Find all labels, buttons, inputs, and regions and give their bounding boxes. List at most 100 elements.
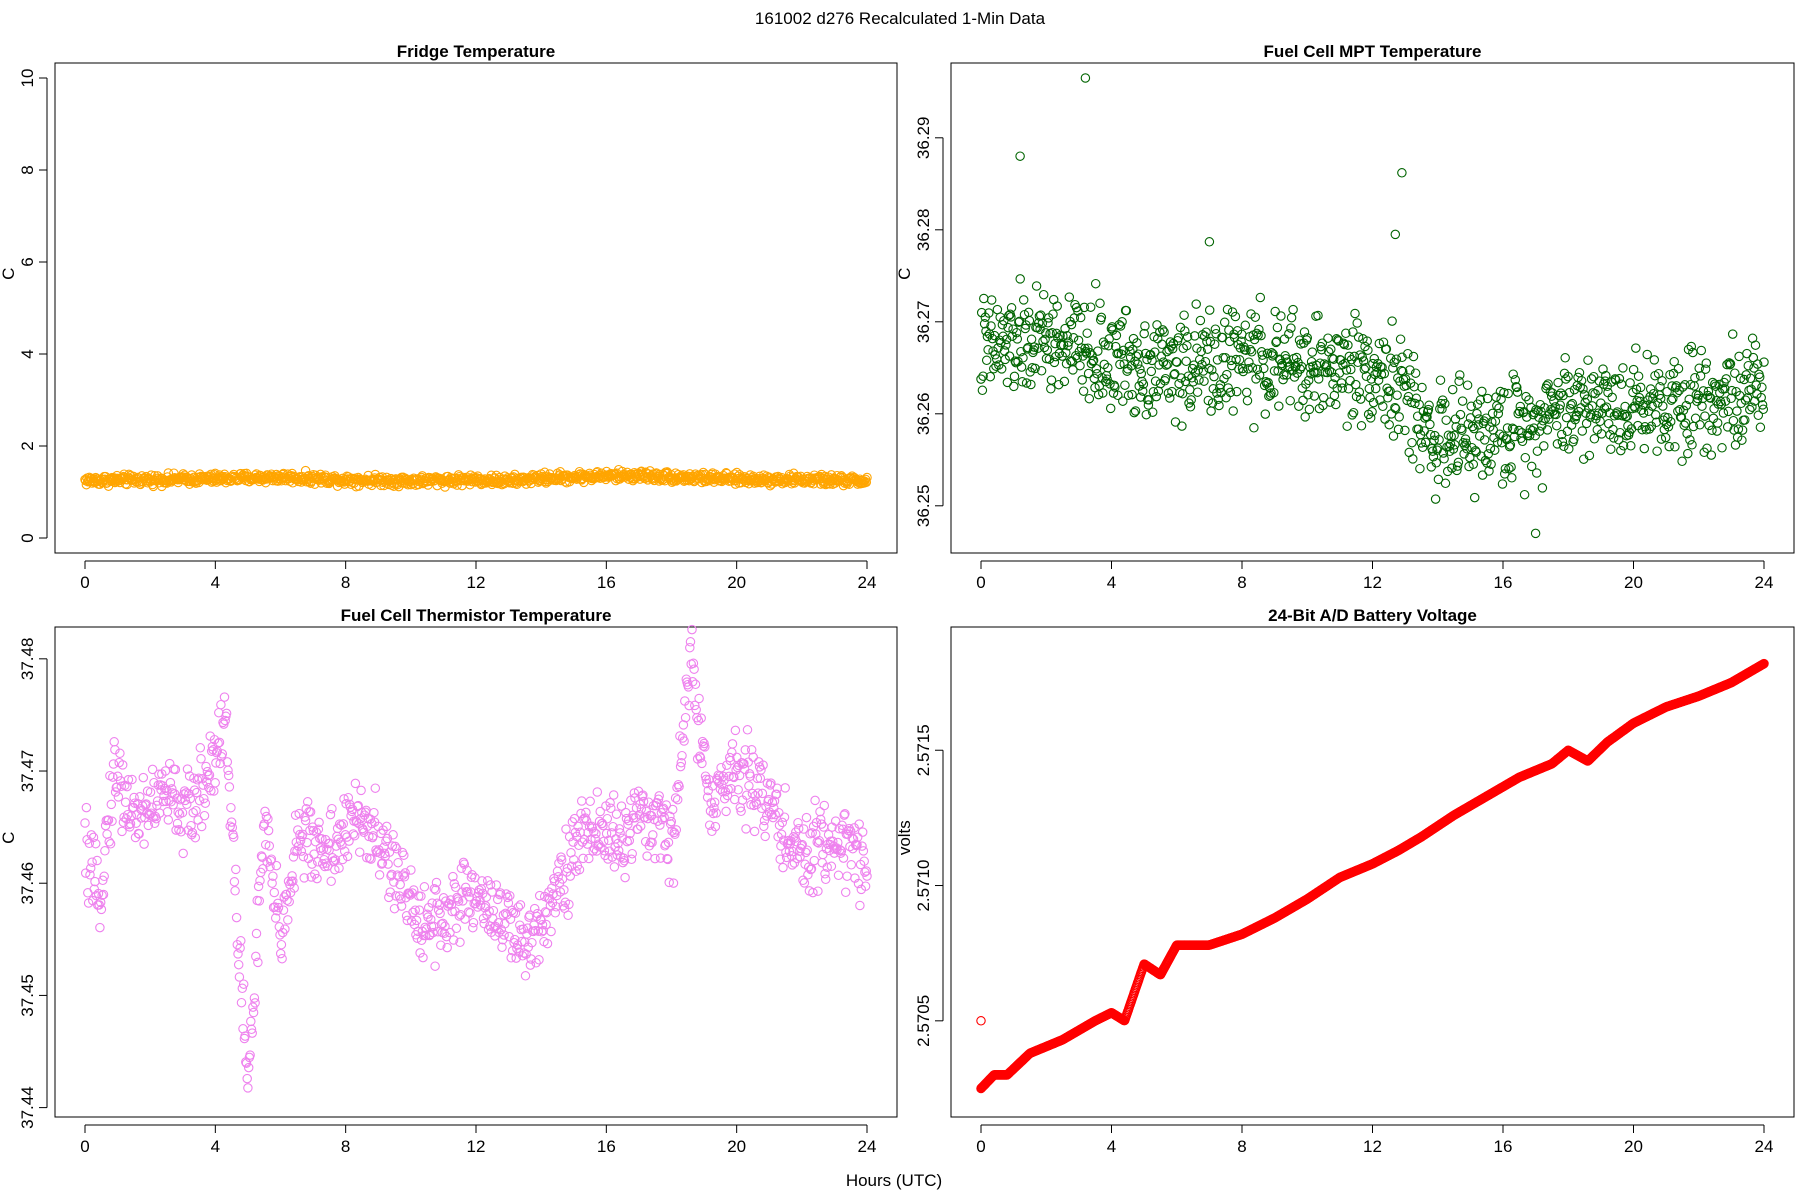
data-point <box>1137 386 1148 396</box>
data-point <box>1727 329 1738 339</box>
data-point <box>1616 445 1626 456</box>
data-point <box>1725 359 1736 369</box>
x-tick-label: 16 <box>597 573 616 592</box>
data-point <box>679 736 689 746</box>
data-point <box>436 940 446 950</box>
data-point <box>1498 431 1508 441</box>
data-point <box>1195 315 1206 326</box>
data-point <box>427 898 437 908</box>
data-point <box>1388 363 1398 373</box>
data-point <box>636 804 647 814</box>
y-tick-label: 37.45 <box>18 974 37 1017</box>
data-point <box>653 794 664 805</box>
data-point <box>1247 363 1258 373</box>
data-point <box>546 926 556 937</box>
data-point <box>1733 424 1744 434</box>
data-point <box>1737 435 1747 445</box>
data-point <box>230 886 240 896</box>
data-point <box>818 822 829 832</box>
data-point <box>243 1062 254 1073</box>
data-point <box>654 791 664 801</box>
data-point <box>660 839 671 850</box>
data-point <box>719 793 730 804</box>
data-point <box>390 841 400 852</box>
data-point <box>1517 436 1528 447</box>
data-point <box>1343 340 1353 350</box>
data-point <box>680 712 691 723</box>
data-point <box>505 914 516 924</box>
data-point <box>836 846 847 856</box>
data-point <box>592 787 603 797</box>
data-point <box>206 746 217 756</box>
data-point <box>846 860 857 870</box>
data-point <box>1542 425 1553 435</box>
data-point <box>1249 423 1259 433</box>
data-point <box>522 929 532 939</box>
y-axis-label: C <box>0 268 18 280</box>
data-point <box>759 821 769 832</box>
data-point <box>1040 334 1050 345</box>
data-point <box>1468 459 1479 470</box>
data-point <box>638 790 648 800</box>
data-point <box>859 856 869 866</box>
data-point <box>588 846 598 856</box>
x-tick-label: 16 <box>597 1137 616 1156</box>
data-point <box>1170 417 1181 427</box>
data-point <box>655 853 666 863</box>
data-point <box>1363 345 1373 355</box>
data-point <box>1271 337 1281 348</box>
data-point <box>1348 407 1359 418</box>
data-point <box>1145 350 1155 360</box>
data-point <box>92 855 102 866</box>
data-point <box>253 881 264 892</box>
data-point <box>1240 320 1251 331</box>
data-point <box>981 355 992 366</box>
data-point <box>775 854 785 865</box>
data-point <box>1613 435 1624 445</box>
data-point <box>997 319 1008 330</box>
y-tick-label: 2.5705 <box>914 995 933 1047</box>
data-point <box>120 797 131 808</box>
data-point <box>1064 292 1075 302</box>
y-tick-label: 37.48 <box>18 638 37 681</box>
data-point <box>527 937 537 948</box>
data-point <box>1148 387 1159 397</box>
data-point <box>1255 292 1266 303</box>
data-point <box>985 371 996 382</box>
data-point <box>391 891 401 901</box>
data-point <box>1656 434 1667 444</box>
data-point <box>1336 378 1347 388</box>
data-point <box>1554 390 1564 401</box>
data-point <box>98 875 108 886</box>
data-point <box>352 817 362 827</box>
data-point <box>266 854 277 864</box>
data-point <box>1059 376 1070 387</box>
data-point <box>225 821 235 831</box>
data-point <box>1113 390 1123 401</box>
data-point <box>268 871 278 881</box>
data-point <box>801 847 811 858</box>
data-point <box>326 876 336 887</box>
data-point <box>999 315 1009 326</box>
data-point <box>1232 386 1242 397</box>
data-point <box>1507 473 1517 483</box>
data-point <box>1338 338 1349 349</box>
data-point <box>1003 322 1013 333</box>
data-point <box>231 864 241 875</box>
data-point <box>531 958 541 968</box>
data-point <box>1616 379 1627 390</box>
data-point <box>1740 415 1750 425</box>
data-point <box>231 912 242 923</box>
data-point <box>1603 418 1614 429</box>
data-point <box>1373 375 1384 385</box>
data-point <box>467 870 477 880</box>
data-point <box>1173 333 1184 343</box>
data-point <box>250 998 260 1008</box>
data-point <box>1093 346 1103 356</box>
data-point <box>1750 340 1761 350</box>
data-point <box>1737 425 1748 435</box>
data-point <box>162 807 173 817</box>
data-point <box>1433 474 1444 485</box>
data-point <box>233 949 243 959</box>
data-point <box>812 837 822 847</box>
